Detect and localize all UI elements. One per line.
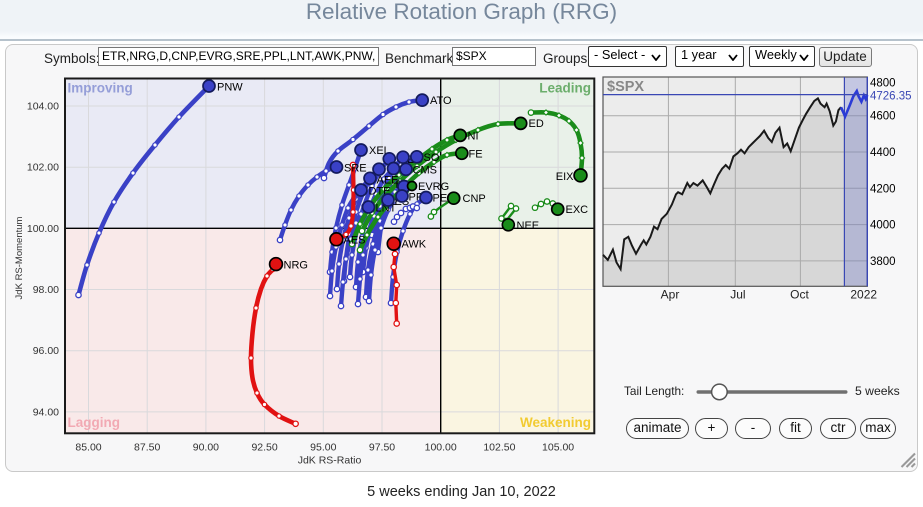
svg-text:EIX: EIX [556, 171, 574, 183]
svg-text:3800: 3800 [870, 256, 896, 268]
svg-text:100.00: 100.00 [27, 223, 59, 235]
svg-text:EXC: EXC [566, 204, 589, 216]
svg-text:CMS: CMS [413, 164, 437, 176]
svg-text:JdK RS-Ratio: JdK RS-Ratio [298, 455, 362, 467]
svg-text:Jul: Jul [730, 288, 745, 302]
svg-text:NRG: NRG [284, 259, 308, 271]
svg-text:4726.35: 4726.35 [870, 91, 912, 103]
svg-text:SRE: SRE [344, 163, 367, 175]
svg-text:EVRG: EVRG [418, 181, 449, 193]
svg-text:Oct: Oct [790, 288, 809, 302]
svg-text:CNP: CNP [463, 193, 486, 205]
svg-text:2022: 2022 [850, 288, 877, 302]
svg-text:4400: 4400 [870, 147, 896, 159]
svg-text:104.00: 104.00 [27, 101, 59, 113]
svg-text:PNW: PNW [217, 82, 243, 94]
svg-text:87.50: 87.50 [134, 442, 160, 454]
svg-text:AEE: AEE [377, 175, 399, 187]
svg-text:Lagging: Lagging [68, 415, 121, 430]
svg-text:85.00: 85.00 [75, 442, 101, 454]
svg-text:96.00: 96.00 [33, 345, 59, 357]
svg-text:4000: 4000 [870, 220, 896, 232]
svg-text:NEE: NEE [517, 220, 540, 232]
svg-text:SO: SO [424, 152, 440, 164]
svg-text:Weakening: Weakening [520, 415, 591, 430]
svg-text:102.00: 102.00 [27, 162, 59, 174]
svg-text:AWK: AWK [402, 239, 427, 251]
svg-text:94.00: 94.00 [33, 406, 59, 418]
svg-text:FE: FE [469, 148, 483, 160]
svg-text:ED: ED [529, 118, 544, 130]
svg-text:Improving: Improving [68, 81, 133, 96]
svg-text:JdK RS-Momentum: JdK RS-Momentum [14, 216, 25, 299]
svg-text:ATO: ATO [430, 95, 452, 107]
svg-text:4600: 4600 [870, 111, 896, 123]
svg-text:AES: AES [344, 235, 366, 247]
svg-text:97.50: 97.50 [369, 442, 395, 454]
svg-text:Leading: Leading [539, 81, 591, 96]
svg-text:100.00: 100.00 [425, 442, 457, 454]
svg-text:92.50: 92.50 [251, 442, 277, 454]
svg-text:4800: 4800 [870, 77, 896, 89]
svg-text:102.50: 102.50 [483, 442, 515, 454]
svg-text:90.00: 90.00 [193, 442, 219, 454]
svg-text:$SPX: $SPX [607, 79, 644, 95]
svg-text:98.00: 98.00 [33, 284, 59, 296]
svg-text:NI: NI [468, 130, 479, 142]
svg-text:4200: 4200 [870, 183, 896, 195]
svg-text:95.00: 95.00 [310, 442, 336, 454]
svg-text:Apr: Apr [661, 288, 680, 302]
svg-text:105.00: 105.00 [542, 442, 574, 454]
